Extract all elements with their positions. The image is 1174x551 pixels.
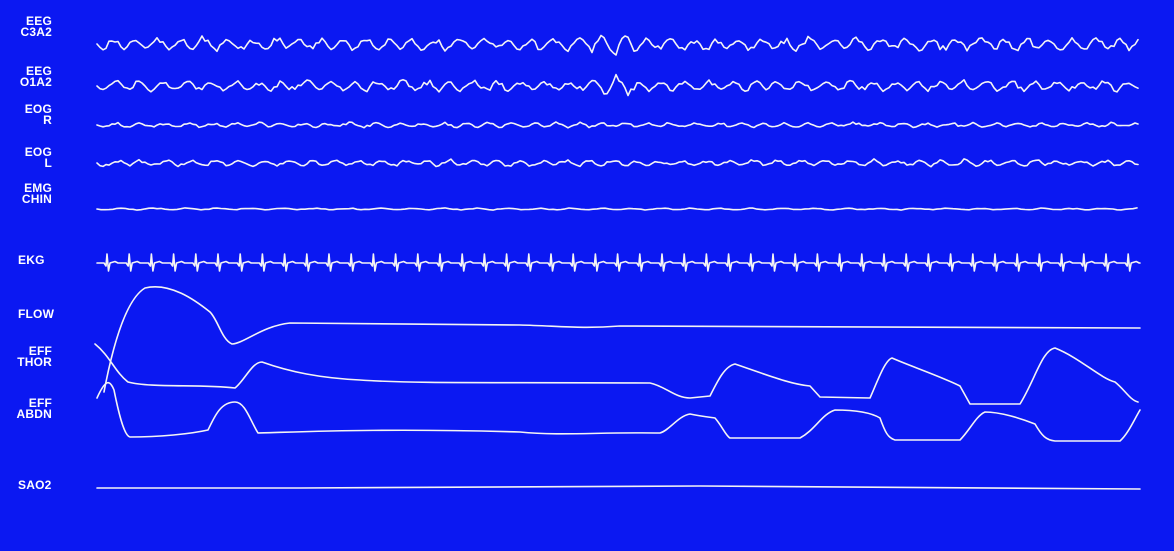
channel-label-eeg-c3a2: EEG C3A2	[0, 14, 52, 39]
label-line: EKG	[18, 253, 45, 267]
channel-label-ekg: EKG	[18, 253, 45, 267]
label-line: EOG	[24, 102, 52, 116]
label-line: THOR	[17, 355, 52, 369]
trace-emg-chin	[96, 207, 1138, 211]
channel-label-eff-thor: EFF THOR	[0, 344, 52, 369]
label-line: R	[43, 113, 52, 127]
label-line: EOG	[24, 145, 52, 159]
label-line: FLOW	[18, 307, 55, 321]
channel-label-flow: FLOW	[18, 307, 55, 321]
label-line: SAO2	[18, 478, 52, 492]
channel-label-sao2: SAO2	[18, 478, 52, 492]
trace-sao2	[96, 485, 1141, 490]
label-line: EEG	[26, 64, 52, 78]
trace-eog-r	[96, 121, 1139, 129]
channel-label-eff-abdn: EFF ABDN	[0, 396, 52, 421]
label-line: L	[44, 156, 52, 170]
label-line: ABDN	[16, 407, 52, 421]
label-line: C3A2	[20, 25, 52, 39]
label-line: EFF	[28, 344, 52, 358]
label-line: CHIN	[21, 192, 52, 206]
trace-eeg-o1a2	[96, 73, 1139, 97]
trace-eeg-c3a2	[96, 34, 1139, 56]
label-line: EMG	[24, 181, 52, 195]
label-line: O1A2	[19, 75, 52, 89]
label-line: EEG	[26, 14, 52, 28]
trace-eff-thor	[94, 343, 1139, 405]
trace-eff-abdn	[96, 381, 1141, 442]
trace-eog-l	[96, 158, 1139, 168]
channel-label-eog-r: EOG R	[0, 102, 52, 127]
trace-ekg	[96, 253, 1141, 272]
trace-flow	[103, 286, 1141, 393]
channel-label-emg-chin: EMG CHIN	[0, 181, 52, 206]
channel-label-eog-l: EOG L	[0, 145, 52, 170]
label-line: EFF	[28, 396, 52, 410]
channel-label-eeg-o1a2: EEG O1A2	[0, 64, 52, 89]
